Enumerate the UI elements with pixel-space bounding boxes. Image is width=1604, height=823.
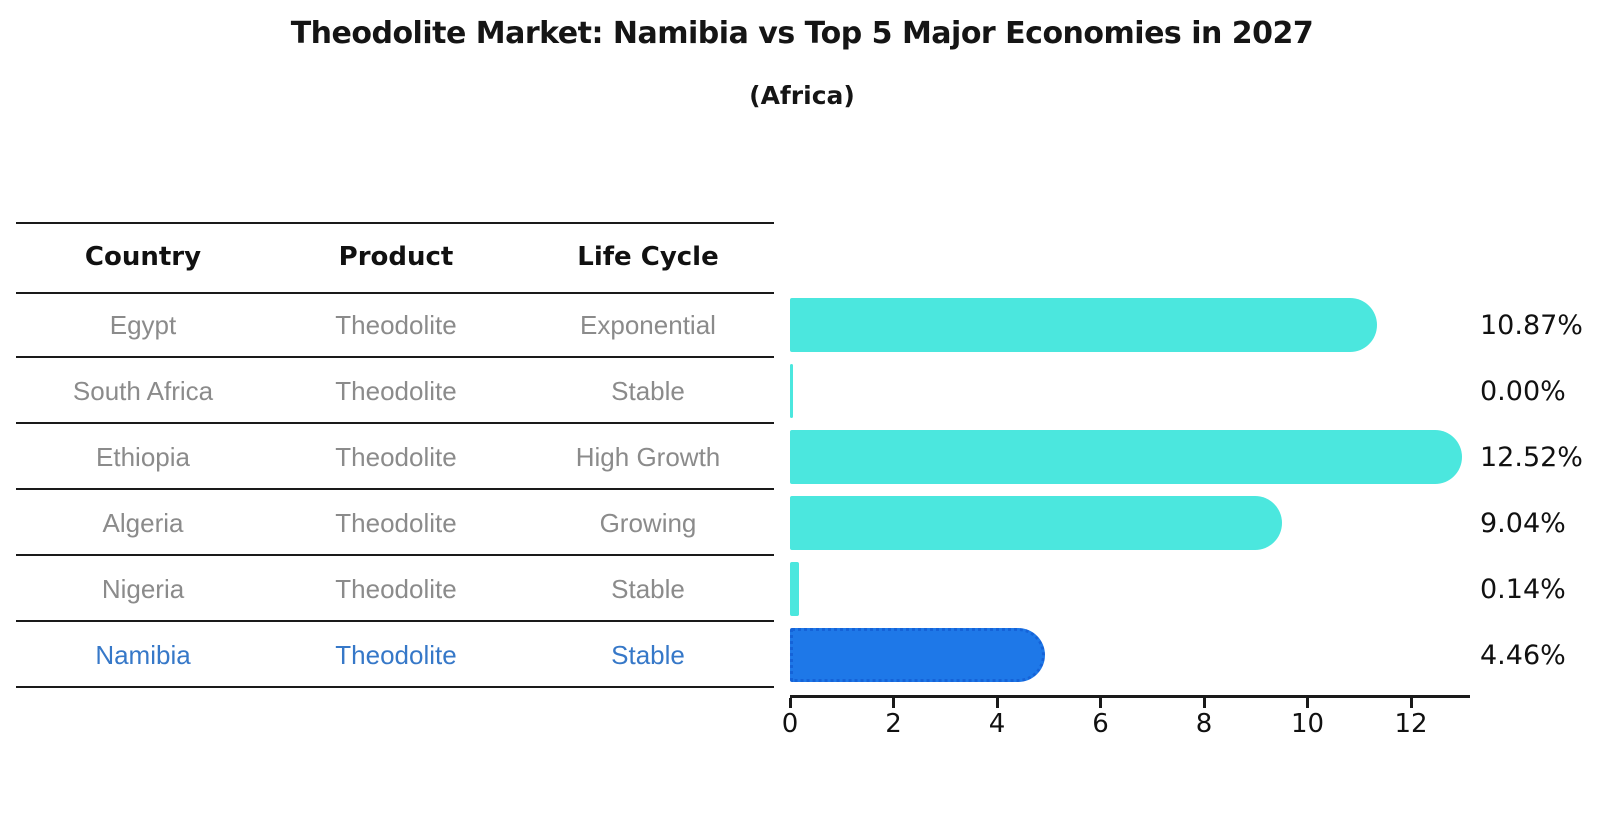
table-row-separator	[16, 488, 774, 490]
page-subtitle: (Africa)	[749, 81, 855, 110]
table-row: South Africa Theodolite Stable 0.00%	[0, 358, 1604, 424]
table-row-separator	[16, 554, 774, 556]
x-axis-tick-label: 12	[1394, 709, 1428, 739]
life-cycle-cell: Stable	[611, 573, 685, 604]
value-bar	[790, 364, 793, 418]
product-cell: Theodolite	[335, 375, 457, 406]
table-row-separator	[16, 686, 774, 688]
table-row: Namibia Theodolite Stable 4.46%	[0, 622, 1604, 688]
table-row: Egypt Theodolite Exponential 10.87%	[0, 292, 1604, 358]
x-axis-tick	[995, 698, 999, 708]
table-row-cells: Algeria Theodolite Growing	[16, 490, 774, 556]
life-cycle-cell: Growing	[599, 507, 697, 538]
x-axis-tick	[892, 698, 895, 708]
table-row-separator	[16, 356, 774, 358]
column-header-product: Product	[338, 242, 454, 272]
value-label: 0.14%	[1480, 573, 1566, 605]
column-header-life-cycle: Life Cycle	[577, 242, 719, 272]
country-cell: Algeria	[102, 507, 184, 538]
value-label: 12.52%	[1480, 441, 1583, 473]
country-cell: Nigeria	[101, 573, 185, 604]
table-row-cells: Nigeria Theodolite Stable	[16, 556, 774, 622]
value-label: 4.46%	[1480, 639, 1566, 671]
table-row: Algeria Theodolite Growing 9.04%	[0, 490, 1604, 556]
table-header-row: Country Product Life Cycle	[16, 222, 774, 292]
x-axis-tick-label: 10	[1290, 709, 1325, 739]
table-header-border	[16, 292, 774, 294]
column-header-country: Country	[84, 242, 202, 272]
value-bar	[790, 496, 1282, 550]
table-row-separator	[16, 422, 774, 424]
table-row: Ethiopia Theodolite High Growth 12.52%	[0, 424, 1604, 490]
product-cell: Theodolite	[335, 507, 457, 538]
table-row-cells: Namibia Theodolite Stable	[16, 622, 774, 688]
table-row-cells: Egypt Theodolite Exponential	[16, 292, 774, 358]
country-cell: Namibia	[95, 639, 191, 670]
value-label: 10.87%	[1480, 309, 1583, 341]
life-cycle-cell: Exponential	[580, 309, 716, 340]
x-axis-line	[790, 695, 1470, 698]
x-axis-tick-label: 8	[1195, 709, 1213, 739]
x-axis-tick-label: 2	[885, 709, 902, 739]
life-cycle-cell: Stable	[611, 639, 685, 670]
x-axis-tick	[788, 698, 792, 708]
namibia-highlight-bar	[790, 628, 1045, 682]
x-axis-tick	[1409, 698, 1413, 708]
table-row: Nigeria Theodolite Stable 0.14%	[0, 556, 1604, 622]
x-axis-tick-label: 4	[988, 709, 1006, 739]
value-bar	[790, 298, 1377, 352]
x-axis-tick	[1202, 698, 1206, 708]
table-top-border	[16, 222, 774, 224]
x-axis-tick-label: 6	[1092, 709, 1109, 739]
table-row-separator	[16, 620, 774, 622]
product-cell: Theodolite	[335, 441, 457, 472]
page-title: Theodolite Market: Namibia vs Top 5 Majo…	[290, 16, 1314, 51]
value-label: 0.00%	[1480, 375, 1566, 407]
value-label: 9.04%	[1480, 507, 1566, 539]
country-cell: South Africa	[72, 375, 214, 406]
product-cell: Theodolite	[335, 309, 457, 340]
life-cycle-cell: High Growth	[575, 441, 721, 472]
product-cell: Theodolite	[335, 573, 457, 604]
country-cell: Ethiopia	[96, 441, 190, 472]
table-row-cells: Ethiopia Theodolite High Growth	[16, 424, 774, 490]
life-cycle-cell: Stable	[611, 375, 685, 406]
x-axis-tick	[1099, 698, 1102, 708]
country-cell: Egypt	[109, 309, 177, 340]
table-row-cells: South Africa Theodolite Stable	[16, 358, 774, 424]
value-bar	[790, 562, 799, 616]
value-bar	[790, 430, 1462, 484]
product-cell: Theodolite	[335, 639, 457, 670]
x-axis-tick-label: 0	[781, 709, 799, 739]
x-axis-tick	[1306, 698, 1309, 708]
